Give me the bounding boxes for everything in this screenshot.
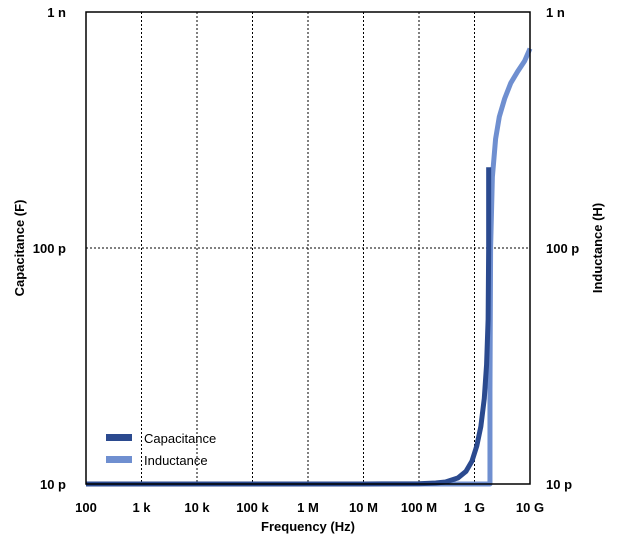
- x-tick-label: 100 M: [401, 500, 437, 515]
- x-tick-label: 10 k: [184, 500, 210, 515]
- y-left-tick-label: 100 p: [33, 241, 66, 256]
- y-right-tick-labels: 1 n 100 p 10 p: [546, 5, 579, 492]
- legend-label-inductance: Inductance: [144, 453, 208, 468]
- y-left-tick-label: 10 p: [40, 477, 66, 492]
- y-right-tick-label: 10 p: [546, 477, 572, 492]
- plot-frame: [85, 11, 531, 485]
- y-right-axis-title: Inductance (H): [590, 203, 605, 293]
- x-tick-label: 100 k: [236, 500, 269, 515]
- x-tick-label: 1 M: [297, 500, 319, 515]
- legend-swatch-inductance: [106, 456, 132, 463]
- legend-label-capacitance: Capacitance: [144, 431, 216, 446]
- x-tick-label: 1 G: [464, 500, 485, 515]
- x-axis-title: Frequency (Hz): [261, 519, 355, 534]
- y-right-tick-label: 1 n: [546, 5, 565, 20]
- y-left-axis-title: Capacitance (F): [12, 200, 27, 297]
- x-tick-label: 100: [75, 500, 97, 515]
- y-left-tick-labels: 1 n 100 p 10 p: [33, 5, 66, 492]
- legend: Capacitance Inductance: [106, 431, 216, 468]
- y-right-tick-label: 100 p: [546, 241, 579, 256]
- legend-swatch-capacitance: [106, 434, 132, 441]
- x-tick-label: 10 M: [349, 500, 378, 515]
- x-tick-label: 10 G: [516, 500, 544, 515]
- x-tick-label: 1 k: [132, 500, 151, 515]
- y-left-tick-label: 1 n: [47, 5, 66, 20]
- x-tick-labels: 100 1 k 10 k 100 k 1 M 10 M 100 M 1 G 10 G: [75, 500, 544, 515]
